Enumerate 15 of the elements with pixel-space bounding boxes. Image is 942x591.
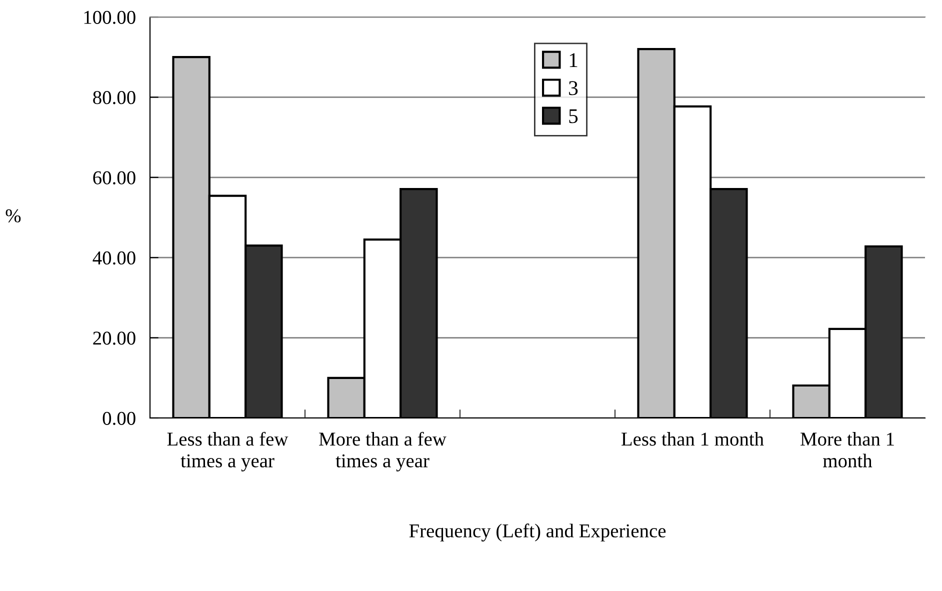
y-tick-label: 60.00 [93,171,136,184]
y-tick-label: 80.00 [93,91,136,104]
x-tick-label: More than 1 month [800,432,894,468]
y-tick-label: 40.00 [92,251,136,265]
x-tick-label: Less than 1 month [622,432,764,446]
y-tick-label: 100.00 [84,10,136,24]
y-tick-label: 0.00 [102,412,136,426]
legend-label: 3 [569,81,578,96]
x-tick-label: More than a few times a year [319,432,446,472]
x-tick-label: Less than a few times a year [167,432,288,472]
y-axis-title: % [6,209,21,222]
x-axis-title: Frequency (Left) and Experience [409,524,666,542]
legend-label: 1 [570,53,578,67]
y-tick-label: 20.00 [93,332,136,345]
legend-label: 5 [569,109,578,124]
